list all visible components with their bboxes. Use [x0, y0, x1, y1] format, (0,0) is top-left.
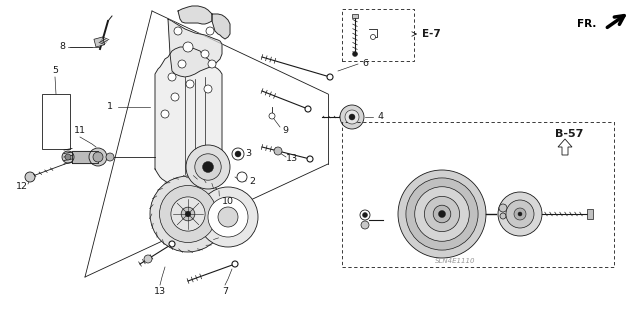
Circle shape [171, 93, 179, 101]
Circle shape [178, 60, 186, 68]
Circle shape [232, 261, 238, 267]
Circle shape [161, 110, 169, 118]
Circle shape [202, 161, 214, 173]
Circle shape [371, 34, 376, 40]
Circle shape [218, 207, 238, 227]
Polygon shape [558, 139, 572, 155]
Circle shape [498, 192, 542, 236]
Text: 13: 13 [286, 154, 298, 164]
Text: 11: 11 [74, 127, 86, 136]
Circle shape [274, 147, 282, 155]
Circle shape [345, 110, 359, 124]
Polygon shape [155, 47, 222, 187]
Text: 8: 8 [59, 42, 65, 51]
Circle shape [208, 197, 248, 237]
Circle shape [168, 73, 176, 81]
Circle shape [269, 113, 275, 119]
Circle shape [186, 80, 194, 88]
Text: 12: 12 [16, 182, 28, 191]
Circle shape [353, 51, 358, 56]
Circle shape [360, 210, 370, 220]
Circle shape [171, 197, 205, 231]
Circle shape [415, 187, 469, 241]
Text: E-7: E-7 [422, 29, 441, 39]
Circle shape [424, 197, 460, 232]
Circle shape [499, 204, 507, 212]
Bar [94, 37, 105, 47]
Text: FR.: FR. [577, 19, 596, 29]
Bar [352, 14, 358, 18]
Circle shape [198, 187, 258, 247]
Text: 9: 9 [282, 127, 288, 136]
Circle shape [206, 27, 214, 35]
Circle shape [398, 170, 486, 258]
Circle shape [183, 42, 193, 52]
Circle shape [201, 50, 209, 58]
Circle shape [361, 221, 369, 229]
Text: 5: 5 [52, 66, 58, 76]
Circle shape [186, 211, 191, 217]
Text: 3: 3 [245, 150, 251, 159]
Circle shape [159, 186, 216, 242]
Circle shape [204, 85, 212, 93]
Circle shape [438, 211, 445, 218]
Circle shape [150, 176, 226, 252]
Bar [342, 9, 414, 61]
Circle shape [144, 255, 152, 263]
Polygon shape [212, 14, 230, 39]
Circle shape [500, 213, 506, 219]
Text: SLN4E1110: SLN4E1110 [435, 258, 476, 264]
Circle shape [174, 27, 182, 35]
Circle shape [327, 74, 333, 80]
Circle shape [307, 156, 313, 162]
Text: 1: 1 [107, 102, 113, 112]
Polygon shape [178, 6, 212, 24]
Circle shape [65, 154, 71, 160]
Circle shape [514, 208, 526, 220]
Circle shape [169, 241, 175, 247]
Circle shape [406, 178, 478, 250]
Text: 13: 13 [154, 286, 166, 295]
Text: B-57: B-57 [555, 129, 584, 139]
Circle shape [25, 172, 35, 182]
Circle shape [93, 152, 103, 162]
Text: 6: 6 [362, 60, 368, 69]
Circle shape [518, 212, 522, 216]
Circle shape [195, 154, 221, 180]
Text: 4: 4 [377, 113, 383, 122]
Circle shape [506, 200, 534, 228]
Text: 7: 7 [222, 286, 228, 295]
Circle shape [305, 106, 311, 112]
Circle shape [340, 105, 364, 129]
Circle shape [186, 145, 230, 189]
Bar [342, 122, 614, 267]
Bar [587, 209, 593, 219]
Text: 2: 2 [249, 176, 255, 186]
Circle shape [237, 172, 247, 182]
Circle shape [208, 60, 216, 68]
Circle shape [235, 151, 241, 157]
Circle shape [433, 205, 451, 223]
Circle shape [362, 212, 367, 218]
Circle shape [181, 207, 195, 221]
Circle shape [232, 148, 244, 160]
Circle shape [89, 148, 107, 166]
Bar [42, 94, 70, 149]
Text: 10: 10 [222, 197, 234, 205]
Circle shape [62, 151, 74, 163]
Polygon shape [168, 19, 222, 77]
Circle shape [106, 153, 114, 161]
Polygon shape [72, 151, 98, 163]
Circle shape [349, 114, 355, 120]
